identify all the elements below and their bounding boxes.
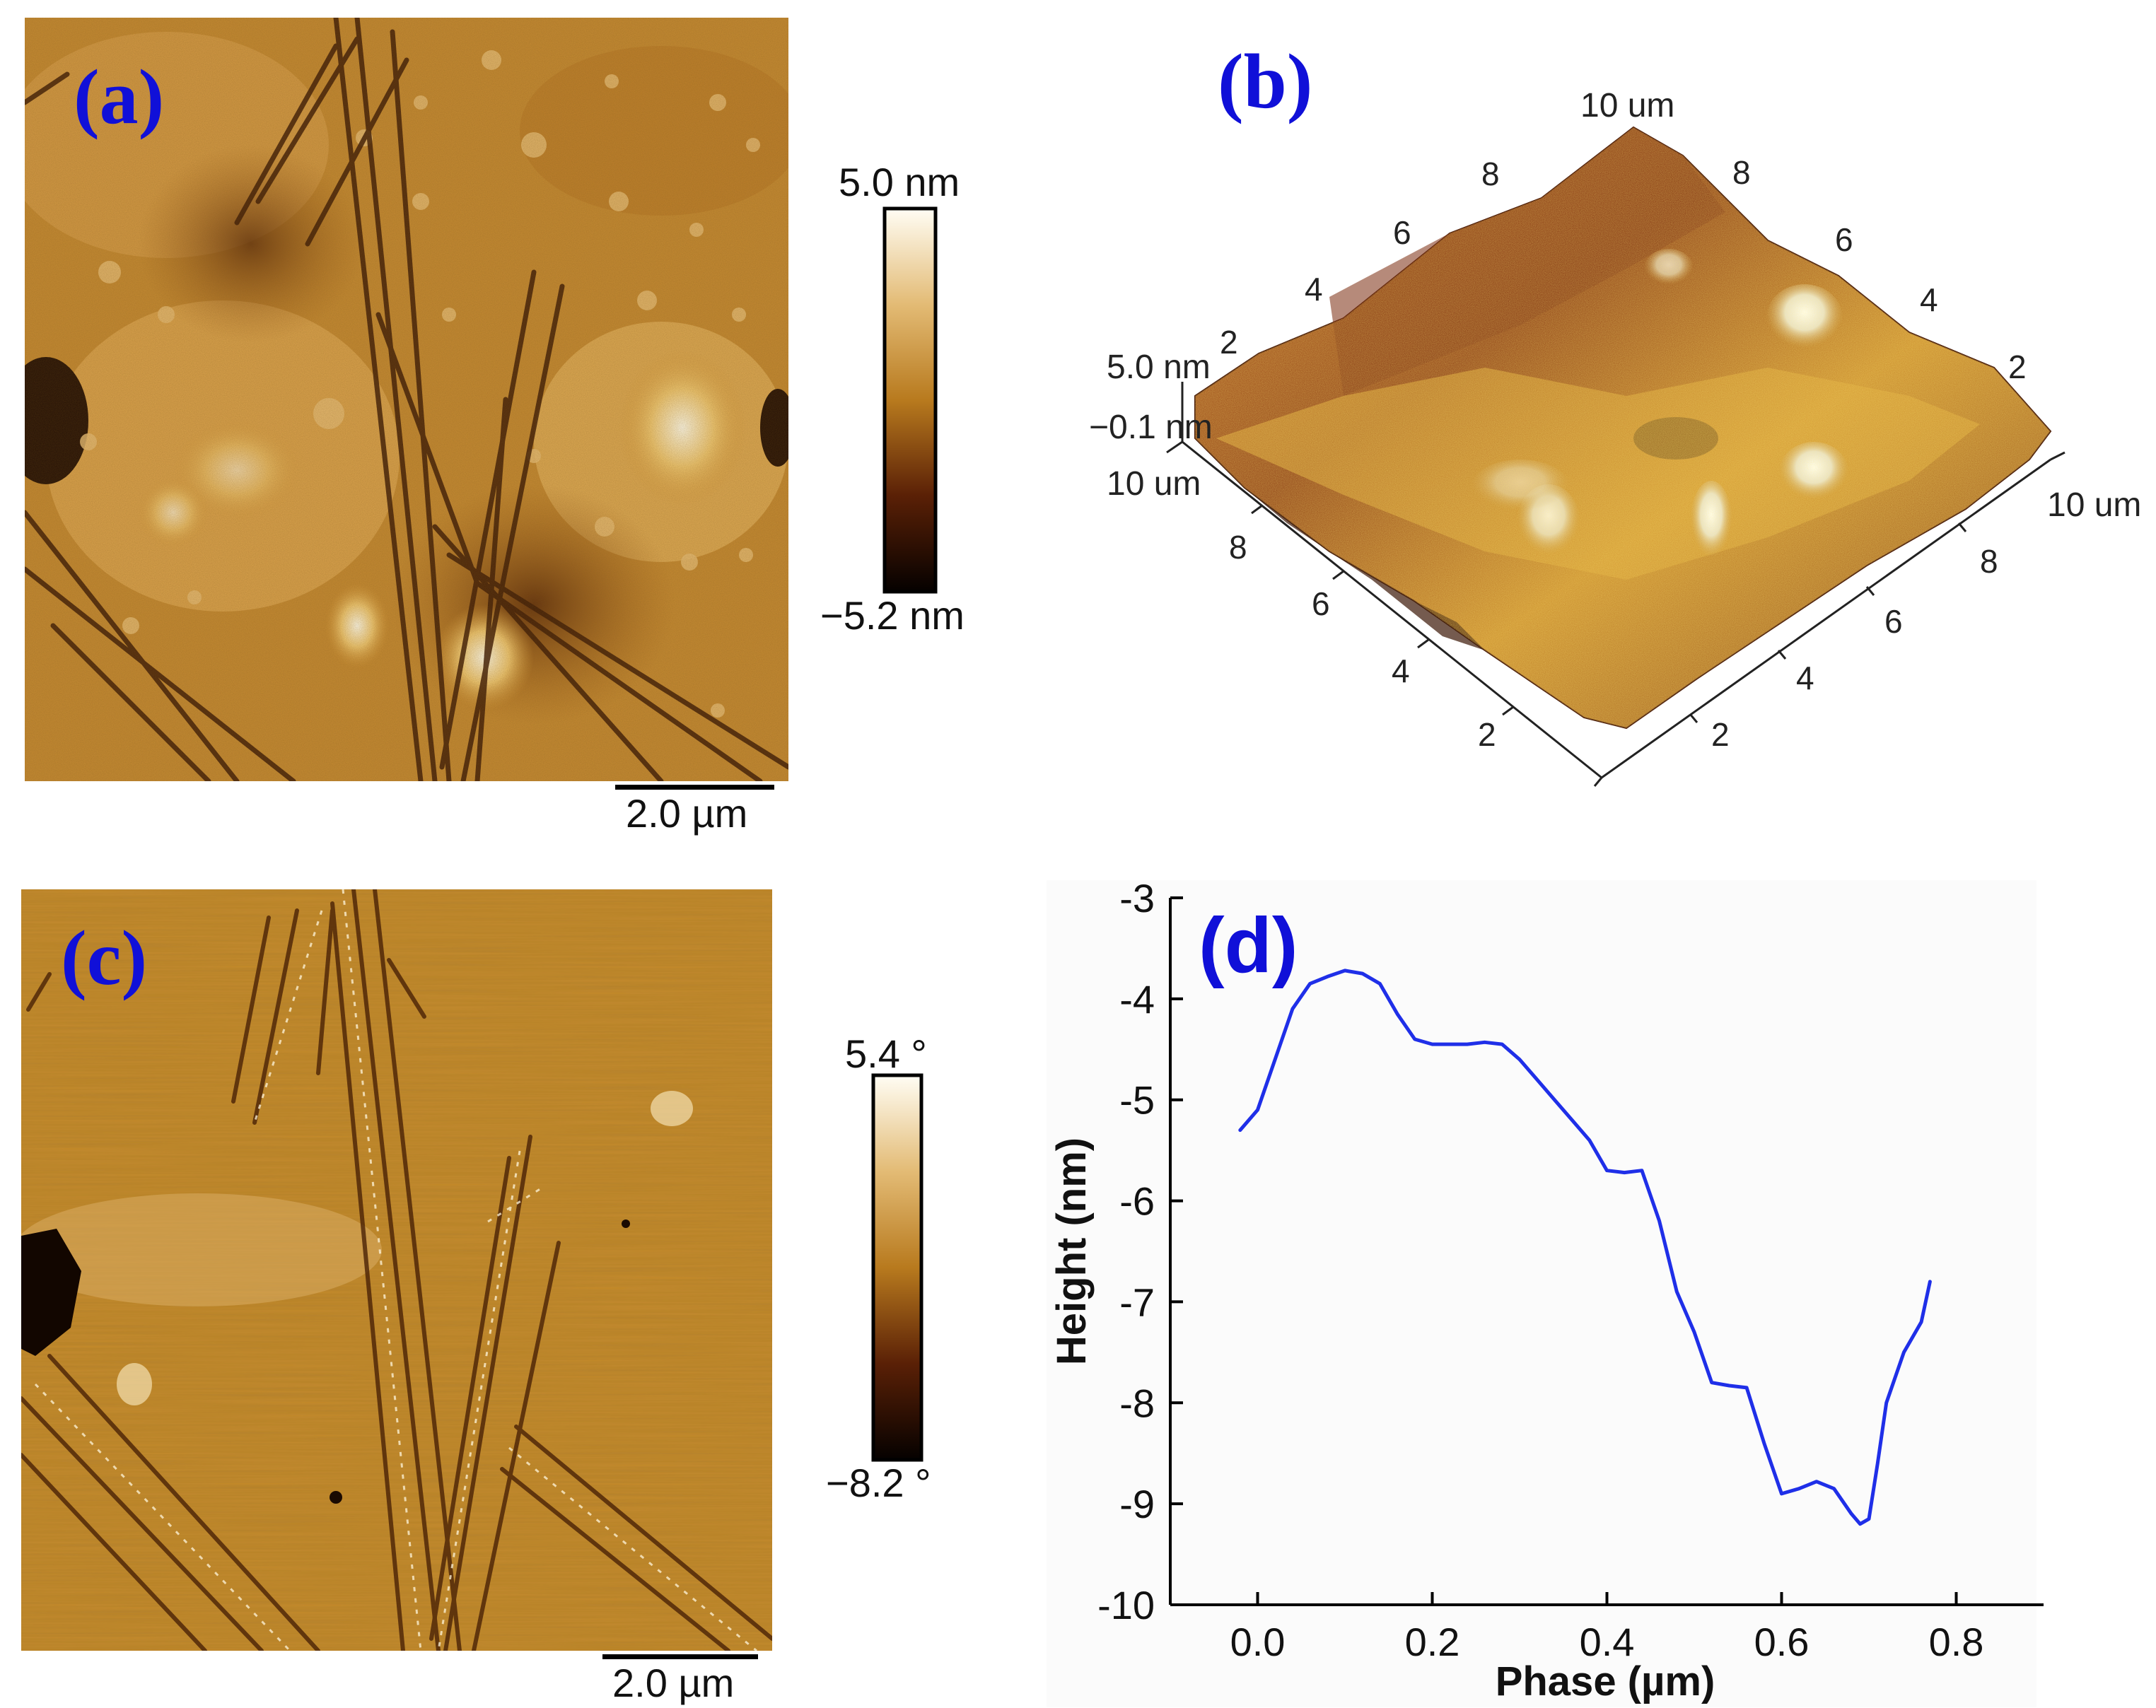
axis-b-back-top-label: 10 um: [1580, 87, 1674, 124]
panel-label-b: (b): [1218, 38, 1313, 124]
axis-b-back-right-tick: 2: [2008, 349, 2027, 385]
axis-b-right-end-label: 10 um: [2047, 486, 2141, 524]
line-chart-d: -3 -4 -5 -6 -7 -8 -9 -10 0.0 0.2 0.4 0.6 0.8 (d) Ph…: [1047, 877, 2044, 1707]
y-tick-label: -8: [1119, 1381, 1155, 1425]
colorbar-c-min: −8.2 °: [826, 1461, 931, 1505]
x-tick-label: 0.2: [1405, 1620, 1460, 1664]
panel-label-c: (c): [61, 915, 148, 1001]
scale-bar-a-label: 2.0 µm: [626, 791, 748, 836]
y-tick-label: -9: [1119, 1482, 1155, 1526]
x-axis-title: Phase (µm): [1496, 1659, 1715, 1704]
y-axis-title: Height (nm): [1049, 1137, 1095, 1365]
x-tick-label: 0.8: [1929, 1620, 1984, 1664]
panel-label-d: (d): [1199, 902, 1298, 989]
colorbar-a-min: −5.2 nm: [820, 593, 965, 638]
afm-height-image-a: [25, 18, 788, 781]
axis-b-front-left-tick: 2: [1478, 716, 1496, 753]
axis-b-back-left-tick: 8: [1481, 156, 1500, 192]
axis-b-back-right-tick: 8: [1732, 154, 1751, 191]
y-tick-label: -7: [1119, 1280, 1155, 1324]
axis-b-front-left-tick: 4: [1392, 653, 1410, 689]
axis-b-front-right-tick: 8: [1980, 543, 1998, 580]
y-tick-label: -10: [1097, 1583, 1155, 1627]
axis-b-back-right-tick: 6: [1835, 221, 1853, 258]
axis-b-z-max: 5.0 nm: [1107, 349, 1211, 386]
y-tick-label: -4: [1119, 977, 1155, 1022]
axis-b-z-min: −0.1 nm: [1089, 409, 1213, 446]
colorbar-c: [871, 1073, 923, 1462]
scale-bar-a: [615, 785, 774, 790]
axis-b-back-left-tick: 2: [1220, 324, 1238, 361]
x-tick-label: 0.4: [1580, 1620, 1635, 1664]
axis-b-front-right-tick: 6: [1884, 603, 1903, 640]
axis-b-front-right-tick: 4: [1796, 660, 1814, 696]
x-tick-label: 0.0: [1230, 1620, 1286, 1664]
axis-b-back-left-tick: 4: [1305, 271, 1323, 308]
y-tick-label: -3: [1119, 877, 1155, 920]
scale-bar-c: [602, 1654, 758, 1659]
axis-b-left-end-label: 10 um: [1107, 465, 1201, 503]
colorbar-a-max: 5.0 nm: [839, 160, 960, 204]
axis-b-front-left-tick: 8: [1229, 529, 1247, 566]
colorbar-c-max: 5.4 °: [845, 1031, 927, 1076]
axis-b-back-right-tick: 4: [1920, 281, 1938, 318]
afm-phase-image-c: [21, 889, 772, 1651]
colorbar-a: [882, 206, 938, 594]
x-tick-label: 0.6: [1754, 1620, 1810, 1664]
scale-bar-c-label: 2.0 µm: [612, 1661, 735, 1705]
series-line-height-profile: [1238, 969, 1932, 1526]
y-tick-label: -6: [1119, 1179, 1155, 1224]
afm-3d-surface-b: [1166, 126, 2065, 787]
axis-b-front-left-tick: 6: [1312, 585, 1330, 622]
y-tick-label: -5: [1119, 1078, 1155, 1123]
axis-b-front-right-tick: 2: [1711, 716, 1730, 753]
panel-label-a: (a): [74, 54, 165, 140]
axis-b-back-left-tick: 6: [1393, 214, 1411, 251]
